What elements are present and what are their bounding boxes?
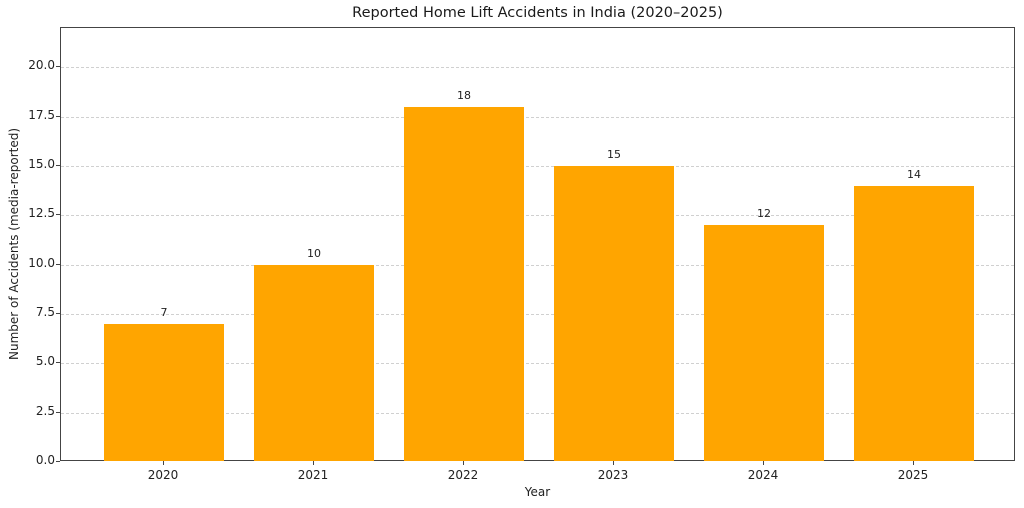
bar-2020 bbox=[104, 323, 224, 461]
gridline bbox=[61, 314, 1014, 316]
plot-area: 7 10 18 15 12 14 bbox=[60, 27, 1015, 461]
bar-value-label: 10 bbox=[307, 246, 321, 260]
x-tick-mark bbox=[613, 461, 614, 465]
bar-2024 bbox=[704, 225, 824, 461]
gridline bbox=[61, 363, 1014, 365]
gridline bbox=[61, 412, 1014, 414]
y-tick-label: 17.5 bbox=[28, 107, 55, 122]
y-tick-mark bbox=[56, 66, 60, 68]
bar-2025 bbox=[854, 185, 974, 461]
chart-title: Reported Home Lift Accidents in India (2… bbox=[352, 5, 723, 21]
y-tick-mark bbox=[56, 461, 60, 462]
x-tick-mark bbox=[913, 461, 914, 465]
x-axis-label: Year bbox=[524, 485, 551, 499]
gridline bbox=[61, 116, 1014, 118]
y-tick-mark bbox=[56, 115, 60, 117]
x-tick-mark bbox=[163, 461, 164, 465]
x-tick-label: 2025 bbox=[897, 468, 929, 482]
x-tick-mark bbox=[763, 461, 764, 465]
bar-value-label: 18 bbox=[457, 88, 471, 102]
y-tick-label: 2.5 bbox=[35, 403, 55, 418]
y-tick-mark bbox=[56, 214, 60, 216]
x-tick-mark bbox=[313, 461, 314, 465]
y-tick-label: 20.0 bbox=[28, 58, 55, 73]
x-tick-label: 2020 bbox=[147, 468, 179, 482]
y-axis-label: Number of Accidents (media-reported) bbox=[7, 127, 21, 361]
x-tick-label: 2024 bbox=[747, 468, 779, 482]
y-tick-mark bbox=[56, 411, 60, 413]
bar-2023 bbox=[554, 166, 674, 461]
y-tick-label: 12.5 bbox=[28, 206, 55, 221]
x-tick-label: 2022 bbox=[447, 468, 479, 482]
y-tick-label: 5.0 bbox=[35, 354, 55, 369]
y-tick-mark bbox=[56, 263, 60, 265]
y-tick-mark bbox=[56, 313, 60, 315]
gridline bbox=[61, 67, 1014, 69]
bar-value-label: 15 bbox=[607, 148, 621, 162]
bar-value-label: 7 bbox=[160, 305, 168, 319]
y-tick-mark bbox=[56, 165, 60, 167]
y-tick-label: 15.0 bbox=[28, 157, 55, 172]
gridline bbox=[61, 264, 1014, 266]
bar-value-label: 14 bbox=[907, 167, 921, 181]
bar-value-label: 12 bbox=[757, 207, 771, 221]
gridline bbox=[61, 166, 1014, 168]
y-tick-label: 7.5 bbox=[35, 305, 55, 320]
x-tick-mark bbox=[463, 461, 464, 465]
gridline bbox=[61, 215, 1014, 217]
bar-2022 bbox=[404, 106, 524, 461]
x-tick-label: 2021 bbox=[297, 468, 329, 482]
y-tick-label: 0.0 bbox=[35, 453, 55, 467]
x-tick-label: 2023 bbox=[597, 468, 629, 482]
y-tick-label: 10.0 bbox=[28, 255, 55, 270]
bar-2021 bbox=[254, 264, 374, 461]
y-tick-mark bbox=[56, 362, 60, 364]
